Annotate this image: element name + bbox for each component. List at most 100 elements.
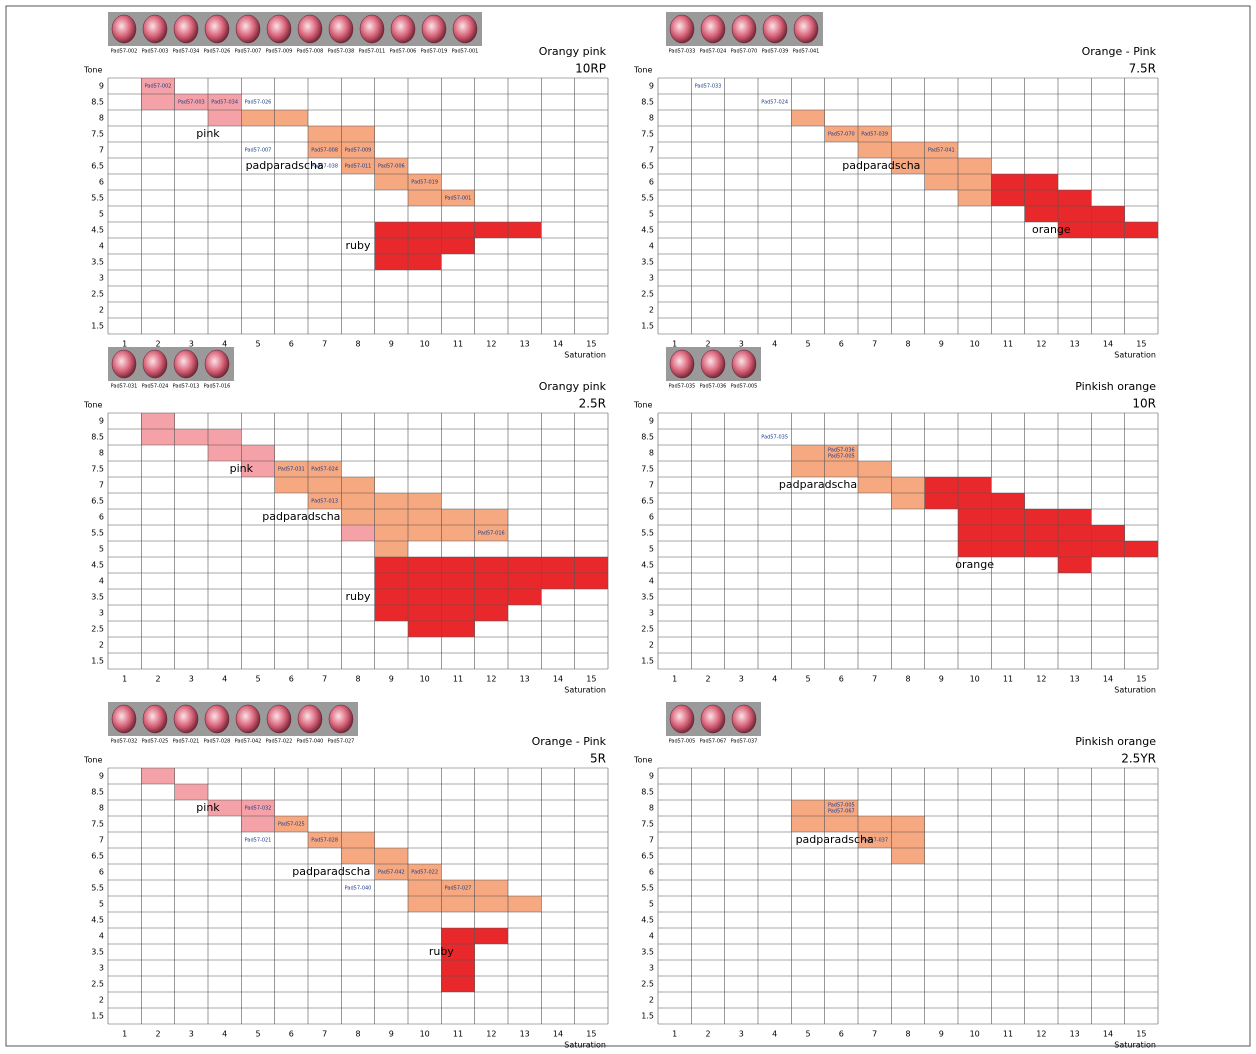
cell: [408, 222, 441, 238]
sat-tick-label: 12: [486, 1030, 496, 1039]
cell: [441, 928, 474, 944]
cell: [958, 477, 991, 493]
tone-tick-label: 5: [99, 545, 104, 554]
gem-label: Pad57-024: [700, 49, 727, 55]
cell: [925, 158, 958, 174]
cell: [925, 174, 958, 190]
sample-label: Pad57-028: [311, 838, 338, 844]
sample-label: Pad57-040: [345, 886, 372, 892]
cell: [275, 477, 308, 493]
cell: [791, 110, 824, 126]
cell: [858, 816, 891, 832]
cell: [241, 445, 274, 461]
panel-title: Orangy pink: [539, 380, 607, 393]
sat-tick-label: 13: [1070, 340, 1080, 349]
gem-thumbnail: [360, 15, 384, 43]
gem-thumbnail: [670, 15, 694, 43]
tone-tick-label: 3: [649, 274, 654, 283]
cell: [1091, 525, 1124, 541]
sat-tick-label: 9: [939, 1030, 944, 1039]
sample-label: Pad57-002: [145, 84, 172, 90]
tone-tick-label: 7: [649, 481, 654, 490]
cell: [208, 445, 241, 461]
cell: [575, 557, 608, 573]
tone-tick-label: 3: [99, 274, 104, 283]
cell: [1125, 541, 1158, 557]
tone-tick-label: 7.5: [641, 465, 654, 474]
gem-thumbnail: [267, 15, 291, 43]
sat-tick-label: 8: [355, 340, 360, 349]
tone-tick-label: 2.5: [91, 980, 104, 989]
gem-label: Pad57-036: [700, 384, 727, 390]
cell: [408, 525, 441, 541]
sat-tick-label: 7: [322, 675, 327, 684]
sample-label: Pad57-041: [928, 148, 955, 154]
sat-tick-label: 15: [1136, 1030, 1146, 1039]
sat-tick-label: 15: [586, 340, 596, 349]
sample-label: Pad57-019: [411, 180, 438, 186]
sample-label: Pad57-032: [245, 806, 272, 812]
cell: [441, 222, 474, 238]
cell: [858, 142, 891, 158]
gem-thumbnail: [794, 15, 818, 43]
cell: [375, 525, 408, 541]
gem-label: Pad57-041: [793, 49, 820, 55]
cell: [925, 477, 958, 493]
sat-tick-label: 13: [520, 340, 530, 349]
cell: [1058, 206, 1091, 222]
cell: [891, 493, 924, 509]
gem-thumbnail: [236, 15, 260, 43]
sample-label: Pad57-039: [861, 132, 888, 138]
cell: [925, 493, 958, 509]
gem-thumbnail: [143, 705, 167, 733]
gem-label: Pad57-016: [204, 384, 231, 390]
sat-tick-label: 14: [553, 1030, 563, 1039]
sat-tick-label: 1: [672, 1030, 677, 1039]
x-axis-label: Saturation: [564, 686, 606, 695]
tone-tick-label: 3.5: [641, 258, 654, 267]
cell: [1025, 190, 1058, 206]
gem-thumbnail: [112, 15, 136, 43]
sat-tick-label: 3: [189, 1030, 194, 1039]
tone-tick-label: 8: [99, 114, 104, 123]
gem-label: Pad57-039: [762, 49, 789, 55]
gem-label: Pad57-019: [421, 49, 448, 55]
cell: [408, 493, 441, 509]
tone-tick-label: 4.5: [91, 561, 104, 570]
sample-label: Pad57-022: [411, 870, 438, 876]
sat-tick-label: 7: [322, 340, 327, 349]
tone-tick-label: 9: [649, 82, 654, 91]
tone-tick-label: 9: [649, 772, 654, 781]
sat-tick-label: 4: [222, 675, 227, 684]
sat-tick-label: 5: [805, 675, 810, 684]
cell: [441, 557, 474, 573]
tone-tick-label: 7: [649, 836, 654, 845]
sat-tick-label: 8: [355, 1030, 360, 1039]
tone-tick-label: 2.5: [641, 625, 654, 634]
tone-tick-label: 4.5: [91, 226, 104, 235]
tone-tick-label: 2.5: [91, 625, 104, 634]
cell: [858, 477, 891, 493]
tone-tick-label: 1.5: [91, 1012, 104, 1021]
sample-label: Pad57-009: [345, 148, 372, 154]
cell: [375, 493, 408, 509]
sat-tick-label: 2: [705, 1030, 710, 1039]
sat-tick-label: 8: [905, 340, 910, 349]
gem-thumbnail: [391, 15, 415, 43]
cell: [958, 509, 991, 525]
gem-label: Pad57-032: [111, 739, 138, 745]
tone-tick-label: 4.5: [641, 561, 654, 570]
tone-tick-label: 2.5: [641, 980, 654, 989]
cell: [408, 190, 441, 206]
tone-tick-label: 7.5: [91, 465, 104, 474]
sat-tick-label: 4: [772, 1030, 777, 1039]
gem-label: Pad57-011: [359, 49, 386, 55]
region-label: padparadscha: [842, 159, 920, 172]
sat-tick-label: 15: [586, 675, 596, 684]
tone-tick-label: 2: [99, 306, 104, 315]
tone-tick-label: 2: [649, 306, 654, 315]
tone-tick-label: 2.5: [641, 290, 654, 299]
panel-hue: 2.5YR: [1121, 752, 1156, 766]
region-label: ruby: [346, 239, 371, 252]
tone-tick-label: 5: [649, 545, 654, 554]
